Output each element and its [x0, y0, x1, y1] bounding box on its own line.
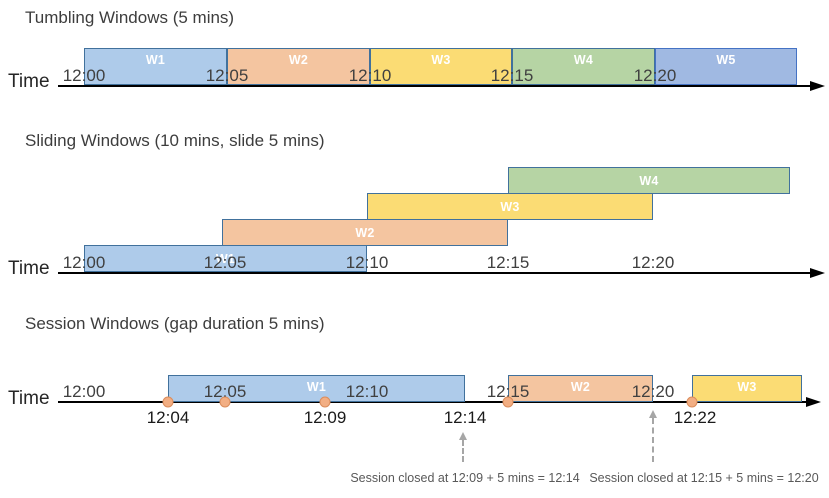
tumbling-tick-1200: 12:00 [62, 66, 106, 85]
window-label: W2 [570, 380, 591, 394]
session-window-w1: W1 [168, 375, 465, 402]
window-label: W4 [639, 173, 659, 188]
event-dot [502, 396, 514, 408]
sliding-axis-arrow-icon [810, 268, 825, 278]
window-label: W5 [716, 53, 736, 67]
tumbling-window-w5: W5 [655, 48, 797, 85]
window-label: W3 [737, 380, 757, 394]
tumbling-section-title: Tumbling Windows (5 mins) [25, 8, 235, 27]
event-dot [219, 396, 231, 408]
tumbling-axis-arrow-icon [810, 81, 825, 91]
sliding-window-w2: W2 [222, 219, 508, 246]
sliding-tick-1220: 12:20 [631, 253, 675, 272]
sliding-tick-1205: 12:05 [203, 253, 247, 272]
session-time-axis-label: Time [8, 388, 50, 409]
session-closed-annotation-2: Session closed at 12:15 + 5 mins = 12:20 [589, 471, 819, 485]
window-label: W3 [431, 53, 451, 67]
event-time-label-1214: 12:14 [443, 408, 487, 427]
dashed-arrow-line [652, 418, 654, 462]
event-time-label-1209: 12:09 [303, 408, 347, 427]
window-label: W4 [573, 53, 594, 67]
tumbling-window-w4: W4 [512, 48, 655, 85]
tumbling-tick-1210: 12:10 [348, 66, 392, 85]
dashed-arrow-line [462, 440, 464, 462]
session-tick-1215: 12:15 [486, 382, 530, 401]
session-window-w2: W2 [508, 375, 653, 402]
event-time-label-1222: 12:22 [673, 408, 717, 427]
sliding-window-w3: W3 [367, 193, 653, 220]
tumbling-window-w2: W2 [227, 48, 370, 85]
tumbling-tick-1205: 12:05 [205, 66, 249, 85]
tumbling-tick-1215: 12:15 [490, 66, 534, 85]
session-section-title: Session Windows (gap duration 5 mins) [25, 314, 325, 333]
sliding-window-w4: W4 [508, 167, 790, 194]
session-tick-1205: 12:05 [203, 382, 247, 401]
tumbling-window-w3: W3 [370, 48, 512, 85]
event-dot [162, 396, 174, 408]
dashed-arrowhead-icon [459, 432, 467, 440]
window-label: W1 [215, 251, 236, 266]
session-tick-1210: 12:10 [345, 382, 389, 401]
event-dot [319, 396, 331, 408]
sliding-time-axis-label: Time [8, 258, 50, 279]
session-axis-arrow-icon [806, 397, 821, 407]
tumbling-time-axis-label: Time [8, 71, 50, 92]
window-label: W1 [145, 53, 166, 67]
window-label: W2 [288, 53, 309, 67]
window-label: W2 [355, 225, 375, 240]
sliding-tick-1215: 12:15 [486, 253, 530, 272]
event-time-label-1204: 12:04 [146, 408, 190, 427]
session-tick-1200: 12:00 [62, 382, 106, 401]
session-time-axis [58, 401, 808, 403]
session-window-w3: W3 [692, 375, 802, 402]
tumbling-tick-1220: 12:20 [633, 66, 677, 85]
session-tick-1220: 12:20 [631, 382, 675, 401]
tumbling-window-w1: W1 [84, 48, 227, 85]
event-dot [686, 396, 698, 408]
sliding-window-w1: W1 [84, 245, 367, 272]
tumbling-time-axis [58, 85, 812, 87]
window-label: W3 [500, 199, 520, 214]
session-closed-annotation-1: Session closed at 12:09 + 5 mins = 12:14 [350, 471, 580, 485]
sliding-time-axis [58, 272, 812, 274]
sliding-tick-1200: 12:00 [62, 253, 106, 272]
sliding-section-title: Sliding Windows (10 mins, slide 5 mins) [25, 131, 325, 150]
sliding-tick-1210: 12:10 [345, 253, 389, 272]
dashed-arrowhead-icon [649, 410, 657, 418]
window-label: W1 [306, 380, 327, 394]
